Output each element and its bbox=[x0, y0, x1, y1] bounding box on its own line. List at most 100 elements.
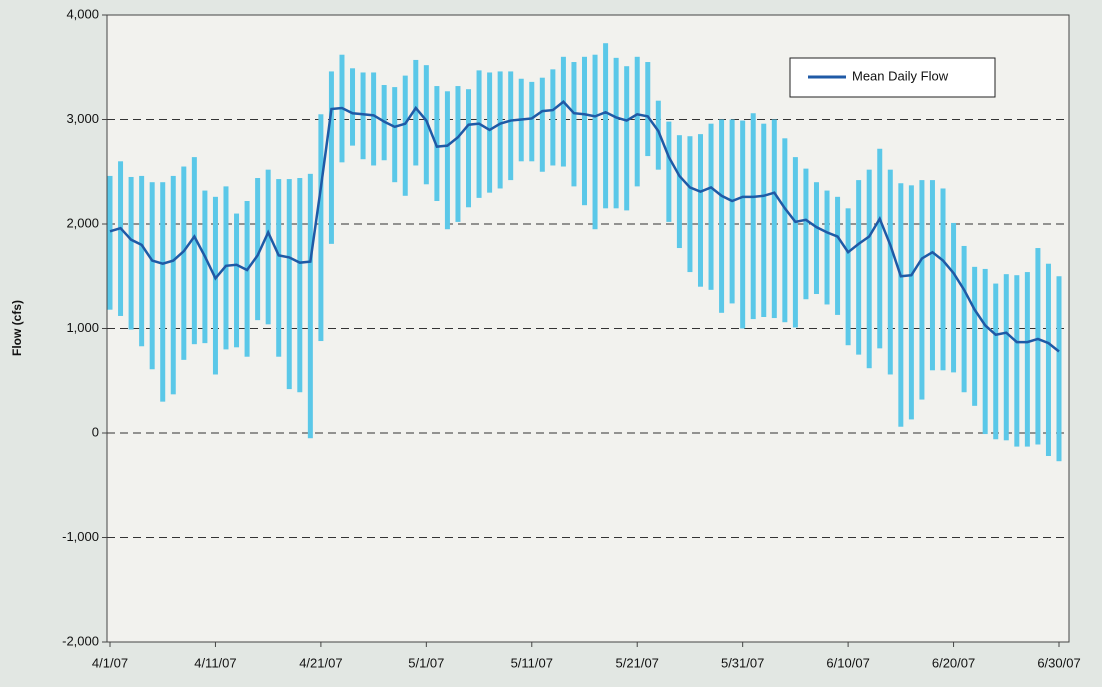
range-bar bbox=[234, 213, 240, 348]
range-bar bbox=[951, 222, 957, 373]
range-bar bbox=[919, 180, 925, 400]
range-bar bbox=[887, 169, 893, 375]
range-bar bbox=[676, 135, 682, 249]
range-bar bbox=[1014, 275, 1020, 447]
range-bar bbox=[708, 123, 714, 290]
range-bar bbox=[582, 56, 587, 206]
range-bar bbox=[908, 185, 914, 420]
range-bar bbox=[350, 68, 356, 146]
range-bar bbox=[929, 180, 935, 371]
range-bar bbox=[613, 57, 619, 209]
range-bar bbox=[160, 182, 166, 402]
range-bar bbox=[729, 119, 735, 304]
range-bar bbox=[824, 190, 830, 305]
range-bar bbox=[265, 169, 271, 325]
range-bar bbox=[845, 208, 851, 346]
range-bar bbox=[497, 71, 503, 189]
range-bar bbox=[697, 134, 703, 287]
y-tick-label: -2,000 bbox=[62, 633, 99, 648]
range-bar bbox=[792, 157, 798, 328]
range-bar bbox=[993, 283, 999, 440]
y-tick-label: -1,000 bbox=[62, 529, 99, 544]
range-bar bbox=[940, 188, 946, 371]
range-bar bbox=[423, 65, 429, 185]
x-tick-label: 4/11/07 bbox=[194, 655, 236, 670]
range-bar bbox=[982, 268, 988, 435]
range-bar bbox=[118, 161, 124, 316]
range-bar bbox=[813, 182, 819, 295]
x-tick-label: 5/1/07 bbox=[408, 655, 444, 670]
y-tick-label: 0 bbox=[92, 424, 99, 439]
x-tick-label: 6/10/07 bbox=[826, 655, 869, 670]
range-bar bbox=[191, 157, 197, 345]
legend-label: Mean Daily Flow bbox=[852, 68, 949, 83]
range-bar bbox=[856, 180, 862, 355]
range-bar bbox=[835, 196, 841, 315]
range-bar bbox=[360, 72, 366, 160]
y-tick-label: 3,000 bbox=[66, 111, 99, 126]
range-bar bbox=[402, 75, 408, 196]
range-bar bbox=[529, 81, 535, 162]
x-tick-label: 6/30/07 bbox=[1037, 655, 1080, 670]
range-bar bbox=[539, 77, 545, 172]
range-bar bbox=[898, 183, 904, 427]
range-bar bbox=[771, 119, 777, 319]
range-bar bbox=[466, 89, 472, 208]
range-bar bbox=[571, 62, 577, 187]
range-bar bbox=[392, 87, 398, 183]
range-bar bbox=[307, 173, 313, 439]
range-bar bbox=[603, 43, 609, 209]
mean-line bbox=[109, 100, 1060, 353]
range-bar bbox=[972, 266, 978, 406]
range-bar bbox=[413, 59, 419, 166]
range-bar bbox=[550, 69, 556, 166]
range-bar bbox=[286, 179, 292, 390]
range-bar bbox=[297, 178, 303, 393]
range-bar bbox=[719, 119, 725, 313]
range-bar bbox=[276, 179, 282, 357]
y-tick-label: 4,000 bbox=[66, 6, 99, 21]
x-tick-label: 4/1/07 bbox=[92, 655, 128, 670]
range-bar bbox=[107, 175, 113, 310]
range-bar bbox=[866, 169, 872, 369]
range-bar bbox=[624, 66, 630, 211]
range-bar bbox=[487, 72, 493, 193]
range-bar bbox=[202, 190, 208, 344]
range-bar bbox=[371, 72, 377, 166]
x-tick-label: 5/21/07 bbox=[616, 655, 659, 670]
range-bar bbox=[750, 113, 756, 320]
range-bar bbox=[1024, 272, 1030, 447]
x-tick-label: 5/31/07 bbox=[721, 655, 764, 670]
range-bar bbox=[761, 123, 767, 318]
y-tick-label: 2,000 bbox=[66, 215, 99, 230]
range-bar bbox=[476, 70, 482, 198]
range-bar bbox=[1003, 274, 1009, 441]
range-bar bbox=[139, 175, 145, 347]
range-bar bbox=[655, 100, 661, 170]
range-bar bbox=[318, 114, 324, 342]
range-bar bbox=[782, 138, 788, 323]
range-bar bbox=[212, 196, 218, 375]
range-bar bbox=[592, 54, 598, 230]
range-bar bbox=[687, 136, 693, 273]
range-bar bbox=[455, 86, 461, 222]
range-bar bbox=[444, 91, 450, 230]
range-bar bbox=[181, 166, 187, 360]
range-bar bbox=[645, 62, 651, 157]
range-bar bbox=[328, 71, 334, 244]
range-bar bbox=[244, 201, 250, 357]
range-bar bbox=[666, 121, 672, 222]
range-bar bbox=[877, 148, 883, 349]
range-bar bbox=[128, 176, 134, 330]
range-bar bbox=[255, 178, 261, 321]
range-bar bbox=[223, 186, 229, 350]
range-bar bbox=[1035, 248, 1041, 445]
range-bar bbox=[149, 182, 155, 370]
x-tick-label: 6/20/07 bbox=[932, 655, 975, 670]
range-bar bbox=[803, 168, 809, 300]
range-bar bbox=[560, 56, 566, 167]
range-bar bbox=[740, 120, 746, 329]
range-bar bbox=[961, 245, 967, 393]
x-tick-label: 4/21/07 bbox=[299, 655, 342, 670]
